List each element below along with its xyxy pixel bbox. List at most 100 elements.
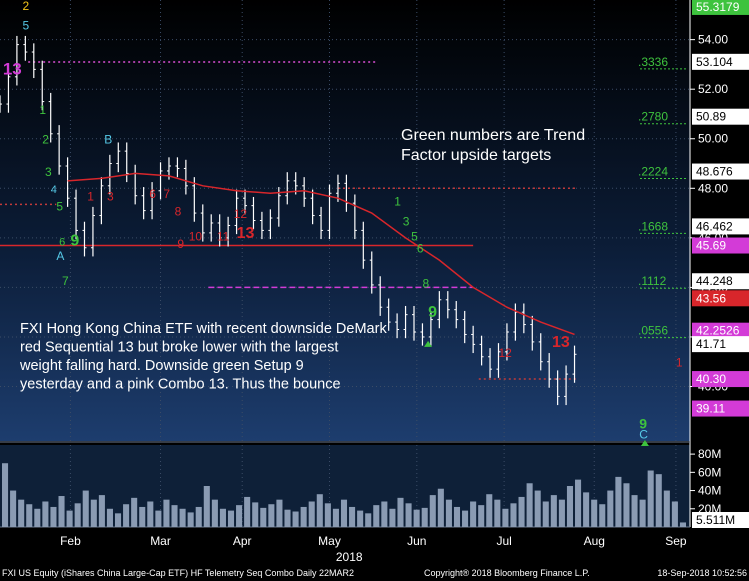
volume-bar <box>187 512 194 527</box>
volume-bar <box>90 499 97 527</box>
volume-bar <box>349 506 356 527</box>
volume-bar <box>82 490 89 527</box>
price-level-tag-text: 41.71 <box>696 337 726 351</box>
volume-bar <box>357 510 364 527</box>
volume-bar <box>502 508 509 527</box>
volume-bar <box>163 499 170 527</box>
volume-bar <box>155 510 162 527</box>
volume-bar <box>252 502 259 527</box>
volume-bar <box>50 506 57 527</box>
setup-arrow-icon <box>640 439 649 446</box>
volume-bar <box>510 503 517 527</box>
volume-bar <box>397 497 404 527</box>
price-level-tag-text: 40.30 <box>696 372 726 386</box>
volume-bar <box>462 510 469 527</box>
price-level-tag <box>692 53 749 70</box>
demark-count-label: 9 <box>428 304 437 321</box>
volume-bar <box>558 499 565 527</box>
price-level-tag <box>692 163 749 180</box>
price-level-tag <box>692 336 749 353</box>
volume-tick-label: 60M <box>698 465 721 479</box>
price-level-tag-text: 44.248 <box>696 274 733 288</box>
volume-bar <box>679 522 686 527</box>
volume-bar <box>171 505 178 527</box>
volume-bar <box>526 483 533 527</box>
x-tick-label: Aug <box>584 534 605 548</box>
volume-bar <box>211 499 218 527</box>
demark-count-label: 12 <box>234 207 248 221</box>
volume-bar <box>300 506 307 527</box>
volume-bar <box>437 488 444 527</box>
volume-bar <box>332 508 339 527</box>
x-tick-label: Feb <box>60 534 81 548</box>
volume-bar <box>74 503 81 527</box>
volume-bar <box>575 479 582 527</box>
volume-last-tag-text: 5.511M <box>696 513 735 527</box>
demark-count-label: 6 <box>59 236 65 248</box>
fib-target-label: .0556 <box>638 324 668 338</box>
volume-bar <box>268 504 275 527</box>
price-level-tag <box>692 400 749 417</box>
volume-bar <box>2 463 9 527</box>
volume-bar <box>591 499 598 527</box>
demark-count-label: 4 <box>51 184 57 196</box>
demark-count-label: 5 <box>23 19 30 33</box>
volume-bar <box>421 507 428 527</box>
volume-bar <box>147 501 154 527</box>
volume-bar <box>203 486 210 527</box>
price-level-tag-text: 48.676 <box>696 165 733 179</box>
volume-bar <box>470 501 477 527</box>
x-tick-label: Sep <box>665 534 687 548</box>
demark-count-label: 13 <box>237 225 255 242</box>
price-level-tag <box>692 108 749 125</box>
volume-bar <box>663 490 670 527</box>
volume-bar <box>324 503 331 527</box>
volume-bar <box>365 513 372 527</box>
trend-note-line: Factor upside targets <box>401 147 551 164</box>
volume-bar <box>550 495 557 527</box>
volume-bar <box>453 506 461 527</box>
demark-count-label: A <box>56 249 64 263</box>
price-level-tag <box>692 218 749 235</box>
volume-last-tag <box>692 512 749 528</box>
volume-bar <box>219 508 226 527</box>
demark-count-label: 9 <box>639 416 647 432</box>
demark-count-label: 7 <box>163 187 170 201</box>
commentary-line: red Sequential 13 but broke lower with t… <box>20 340 338 356</box>
volume-bar <box>114 513 122 527</box>
volume-bar <box>381 501 388 527</box>
price-level-tag-text: 39.11 <box>696 402 725 416</box>
price-level-tag-text: 43.56 <box>696 291 726 305</box>
demark-count-label: 9 <box>70 232 79 249</box>
demark-count-label: 5 <box>411 229 418 243</box>
volume-bar <box>631 495 638 527</box>
demark-count-label: 1 <box>676 356 683 370</box>
demark-count-label: 12 <box>498 346 512 360</box>
volume-bar <box>236 505 243 527</box>
volume-bar <box>292 511 299 527</box>
volume-bar <box>671 501 678 527</box>
volume-bar <box>106 508 113 527</box>
price-level-tag-text: 55.3179 <box>696 0 740 14</box>
plot-background <box>0 0 690 441</box>
fib-target-label: .2780 <box>638 110 668 124</box>
x-tick-label: Jun <box>407 534 426 548</box>
demark-count-label: 10 <box>189 229 203 243</box>
price-level-tag-text: 46.462 <box>696 219 733 233</box>
volume-bar <box>429 495 436 527</box>
volume-bar <box>445 499 452 527</box>
footer-center: Copyright® 2018 Bloomberg Finance L.P. <box>424 568 590 578</box>
volume-bar <box>389 508 396 527</box>
volume-bar <box>655 474 662 527</box>
volume-bar <box>316 494 323 527</box>
volume-bar <box>566 486 574 527</box>
demark-count-label: 1 <box>39 103 46 117</box>
volume-bar <box>179 508 186 527</box>
volume-bar <box>260 507 267 527</box>
volume-tick-label: 80M <box>698 447 721 461</box>
demark-count-label: 1 <box>87 190 94 204</box>
volume-bar <box>18 499 25 527</box>
volume-bar <box>623 483 630 527</box>
volume-bar <box>308 501 315 527</box>
